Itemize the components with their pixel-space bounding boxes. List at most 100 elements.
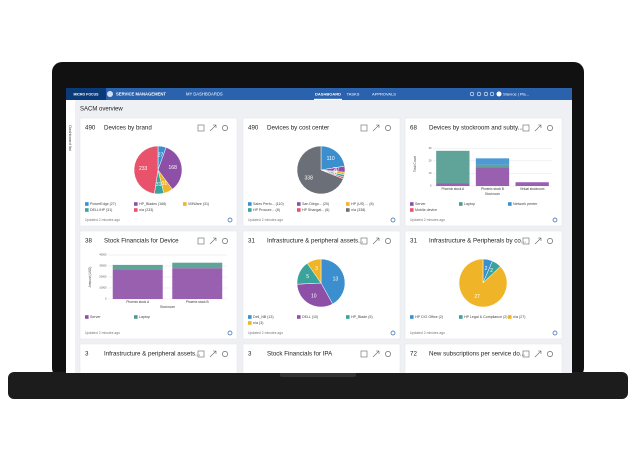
settings-icon[interactable] xyxy=(547,125,553,131)
refresh-icon[interactable] xyxy=(390,330,396,336)
pie-slice[interactable] xyxy=(320,145,345,171)
widget-card xyxy=(404,343,563,373)
slice-label: 3 xyxy=(315,266,318,272)
bar-segment[interactable] xyxy=(172,262,223,269)
slice-label: 2 xyxy=(485,266,488,272)
expand-icon[interactable] xyxy=(372,350,380,358)
slice-label: 5 xyxy=(306,274,309,280)
legend-swatch xyxy=(346,208,350,212)
bar-segment[interactable] xyxy=(475,158,510,165)
legend-label: DELL/HP (31) xyxy=(90,208,112,212)
settings-icon[interactable] xyxy=(222,238,228,244)
bar-segment[interactable] xyxy=(436,150,470,184)
sidebar xyxy=(66,100,75,373)
widget-count: 490 xyxy=(248,125,259,132)
x-tick-label: Phoenix stock B xyxy=(481,187,504,191)
bar-segment[interactable] xyxy=(475,164,510,168)
settings-icon[interactable] xyxy=(222,125,228,131)
sidebar-label[interactable]: Dashboard list xyxy=(68,125,73,151)
pie-slice[interactable] xyxy=(157,147,183,190)
tab[interactable]: DASHBOARD xyxy=(315,92,341,97)
legend-label: HP (US) ... (8) xyxy=(351,202,374,206)
expand-icon[interactable] xyxy=(534,350,542,358)
expand-icon[interactable] xyxy=(372,124,380,132)
expand-icon[interactable] xyxy=(534,237,542,245)
settings-icon[interactable] xyxy=(547,351,553,357)
settings-icon[interactable] xyxy=(222,351,228,357)
pie-slice[interactable] xyxy=(296,282,333,308)
widget-count: 31 xyxy=(248,238,255,245)
top-bar xyxy=(66,88,572,100)
legend-label: Laptop xyxy=(139,315,150,319)
bar-segment[interactable] xyxy=(112,269,163,299)
slice-label: 338 xyxy=(305,176,314,182)
logo-box xyxy=(66,88,106,100)
x-axis-label: Stockroom xyxy=(485,192,501,196)
tab[interactable]: TASKS xyxy=(347,92,360,97)
bar-segment[interactable] xyxy=(436,183,470,186)
widget: 490 Devices by cost center11020886338Sale… xyxy=(242,117,401,227)
bar-segment[interactable] xyxy=(515,182,549,186)
expand-icon[interactable] xyxy=(209,237,217,245)
legend-label: PowerEdge (27) xyxy=(90,202,116,206)
refresh-icon[interactable] xyxy=(552,217,558,223)
toolbar-icon[interactable] xyxy=(489,91,495,97)
expand-icon[interactable] xyxy=(372,237,380,245)
toolbar-icon[interactable] xyxy=(469,91,475,97)
refresh-icon[interactable] xyxy=(390,217,396,223)
brand[interactable]: SERVICE MANAGEMENT xyxy=(116,92,166,97)
table-icon[interactable] xyxy=(197,350,205,358)
widget-title: Devices by brand xyxy=(104,125,152,132)
table-icon[interactable] xyxy=(360,350,368,358)
bar-segment[interactable] xyxy=(112,264,163,270)
legend-swatch xyxy=(346,202,350,206)
y-axis-label: Amount (USD) xyxy=(88,267,92,288)
refresh-icon[interactable] xyxy=(552,330,558,336)
toolbar-icon[interactable] xyxy=(476,91,482,97)
pie-slice[interactable] xyxy=(133,145,159,195)
menu[interactable]: MY DASHBOARDS xyxy=(186,92,223,97)
slice-label: 110 xyxy=(327,156,335,162)
legend-swatch xyxy=(410,208,414,212)
widget-count: 3 xyxy=(85,351,89,358)
table-icon[interactable] xyxy=(360,124,368,132)
legend-label: HP CIO Office (2) xyxy=(415,315,443,319)
pie-slice[interactable] xyxy=(458,258,508,308)
legend-swatch xyxy=(248,208,252,212)
x-tick-label: Phoenix stock B xyxy=(186,300,209,304)
refresh-icon[interactable] xyxy=(227,217,233,223)
settings-icon[interactable] xyxy=(385,125,391,131)
pie-slice[interactable] xyxy=(320,258,346,305)
x-tick-label: Virtual stockroom xyxy=(520,187,545,191)
expand-icon[interactable] xyxy=(209,350,217,358)
updated-label: Updated 2 minutes ago xyxy=(410,218,445,222)
avatar[interactable] xyxy=(496,91,502,97)
refresh-icon[interactable] xyxy=(227,330,233,336)
slice-label: 6 xyxy=(334,172,337,178)
bar-segment[interactable] xyxy=(475,167,510,186)
settings-icon[interactable] xyxy=(547,238,553,244)
widget-title: Infrastructure & Peripherals by co... xyxy=(429,238,526,245)
table-icon[interactable] xyxy=(197,237,205,245)
widget-count: 68 xyxy=(410,125,417,132)
widget: 38 Stock Financials for Device 0 10000 20000… xyxy=(79,230,238,340)
toolbar-icon[interactable] xyxy=(483,91,489,97)
table-icon[interactable] xyxy=(522,350,530,358)
widget: 68 Devices by stockroom and subty... 0 10 20… xyxy=(404,117,563,227)
settings-icon[interactable] xyxy=(385,351,391,357)
table-icon[interactable] xyxy=(522,124,530,132)
pie-slice[interactable] xyxy=(296,145,344,195)
expand-icon[interactable] xyxy=(209,124,217,132)
tab[interactable]: APPROVALS xyxy=(372,92,396,97)
expand-icon[interactable] xyxy=(534,124,542,132)
legend-label: Laptop xyxy=(464,202,475,206)
brand-icon xyxy=(107,91,113,97)
bar-segment[interactable] xyxy=(172,268,223,299)
settings-icon[interactable] xyxy=(385,238,391,244)
pie-slice[interactable] xyxy=(306,258,322,284)
user[interactable]: Stavros | Pla... xyxy=(503,92,529,97)
table-icon[interactable] xyxy=(197,124,205,132)
table-icon[interactable] xyxy=(522,237,530,245)
table-icon[interactable] xyxy=(360,237,368,245)
